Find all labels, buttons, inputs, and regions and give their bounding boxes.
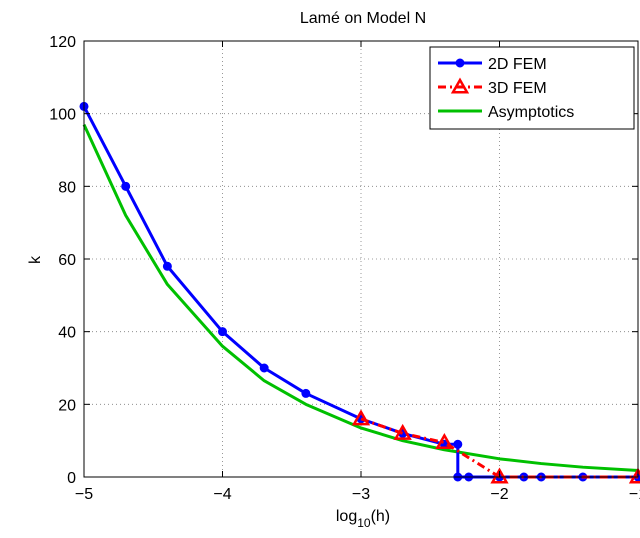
data-point — [435, 432, 454, 449]
data-point — [218, 327, 227, 337]
y-tick-label: 80 — [58, 179, 76, 196]
legend-entry: 2D FEM — [438, 56, 547, 73]
data-point — [453, 439, 463, 449]
x-tick-label: −1 — [629, 486, 640, 503]
data-point — [490, 467, 509, 484]
series-asymptotics — [82, 123, 639, 472]
x-tick-label: −4 — [213, 486, 231, 503]
legend-entry: Asymptotics — [438, 104, 574, 121]
data-point — [351, 409, 371, 426]
y-tick-label: 40 — [58, 325, 76, 342]
y-tick-label: 60 — [58, 252, 76, 269]
chart-title: Lamé on Model N — [300, 10, 426, 27]
data-point — [162, 261, 172, 271]
x-tick-label: −3 — [352, 486, 370, 503]
x-axis-label: log10(h) — [336, 508, 390, 530]
legend-marker — [455, 58, 465, 68]
series-line — [82, 123, 639, 472]
data-point — [259, 363, 269, 373]
x-tick-label: −2 — [490, 486, 508, 503]
data-point — [301, 388, 311, 398]
legend-entry: 3D FEM — [438, 77, 547, 97]
x-tick-label: −5 — [75, 486, 93, 503]
legend-label: 2D FEM — [488, 56, 547, 73]
data-point — [121, 181, 131, 191]
data-point — [393, 423, 412, 440]
y-axis-label: k — [27, 255, 44, 264]
y-tick-label: 120 — [49, 34, 76, 51]
legend-label: 3D FEM — [488, 80, 547, 97]
legend-label: Asymptotics — [488, 104, 574, 121]
ticks: −5 −4 −3 −2 −1 0 20 40 60 80 100 120 — [49, 34, 640, 503]
y-tick-label: 20 — [58, 397, 76, 414]
y-tick-label: 0 — [67, 470, 76, 487]
data-point — [628, 467, 640, 484]
legend-marker — [450, 77, 470, 94]
y-tick-label: 100 — [49, 107, 76, 124]
legend: 2D FEM 3D FEM Asymptotics — [429, 46, 635, 130]
